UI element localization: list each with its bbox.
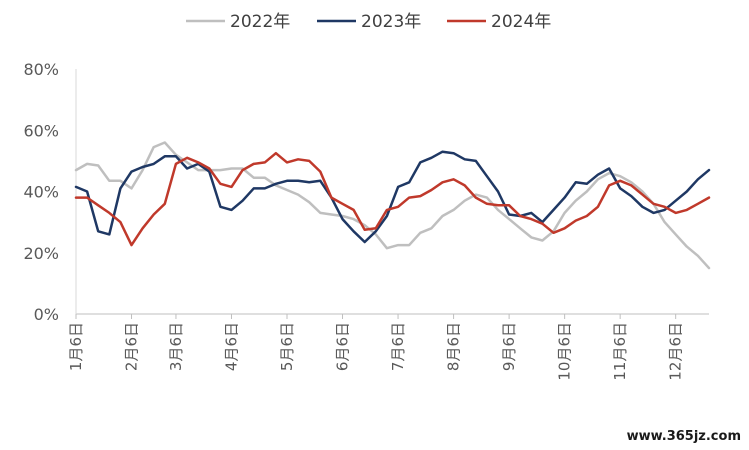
y-tick-label: 20% <box>23 244 59 263</box>
x-tick-label: 4月6日 <box>222 322 240 371</box>
x-tick-label: 8月6日 <box>445 322 463 371</box>
series-line-2 <box>74 151 711 247</box>
x-tick-label: 7月6日 <box>389 322 407 371</box>
legend-label-1: 2023年 <box>361 12 421 32</box>
legend-label-0: 2022年 <box>230 12 290 32</box>
y-axis: 0% 20% 40% 60% 80% <box>23 60 59 324</box>
y-tick-label: 60% <box>23 121 59 140</box>
x-tick-label: 11月6日 <box>611 322 629 381</box>
y-tick-label: 80% <box>23 60 59 79</box>
legend-item-0: 2022年 <box>186 12 290 32</box>
x-tick-label: 6月6日 <box>334 322 352 371</box>
series-line-1 <box>74 150 711 244</box>
y-tick-label: 40% <box>23 183 59 202</box>
legend-label-2: 2024年 <box>491 12 551 32</box>
watermark: www.365jz.com <box>627 429 741 444</box>
x-tick-label: 1月6日 <box>67 322 85 371</box>
x-tick-label: 2月6日 <box>123 322 141 371</box>
series-group <box>74 141 711 270</box>
x-tick-label: 9月6日 <box>500 322 518 371</box>
series-line-0 <box>74 141 711 270</box>
x-tick-label: 12月6日 <box>667 322 685 381</box>
legend: 2022年 2023年 2024年 <box>186 12 551 32</box>
x-tick-label: 3月6日 <box>167 322 185 371</box>
x-tick-label: 10月6日 <box>556 322 574 381</box>
x-tick-label: 5月6日 <box>278 322 296 371</box>
legend-item-1: 2023年 <box>317 12 421 32</box>
y-tick-label: 0% <box>34 305 59 324</box>
legend-item-2: 2024年 <box>447 12 551 32</box>
x-axis: 1月6日 2月6日 3月6日 4月6日 5月6日 6月6日 7月6日 8月6日 9月6日 10月6… <box>67 313 709 381</box>
